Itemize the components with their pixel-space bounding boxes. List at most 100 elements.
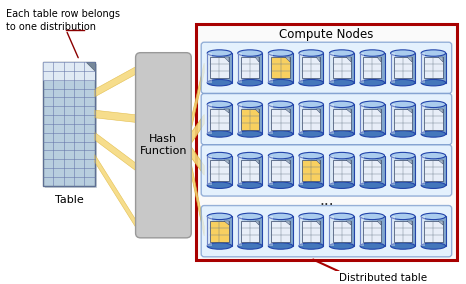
FancyBboxPatch shape [226,216,229,246]
FancyBboxPatch shape [391,216,395,246]
FancyBboxPatch shape [400,53,403,83]
FancyBboxPatch shape [431,156,433,185]
FancyBboxPatch shape [345,216,348,246]
Ellipse shape [238,50,262,56]
FancyBboxPatch shape [424,160,443,181]
FancyBboxPatch shape [329,156,334,185]
FancyBboxPatch shape [439,53,443,83]
FancyBboxPatch shape [210,216,213,246]
FancyBboxPatch shape [409,216,412,246]
FancyBboxPatch shape [290,216,293,246]
FancyBboxPatch shape [308,216,311,246]
FancyBboxPatch shape [207,216,212,246]
FancyBboxPatch shape [241,53,244,83]
FancyBboxPatch shape [363,53,366,83]
FancyBboxPatch shape [382,216,384,246]
Ellipse shape [329,213,354,220]
Polygon shape [254,57,259,62]
FancyBboxPatch shape [45,64,97,187]
FancyBboxPatch shape [342,53,345,83]
FancyBboxPatch shape [314,53,317,83]
Ellipse shape [299,101,323,108]
Ellipse shape [329,153,354,159]
Polygon shape [95,155,141,235]
Ellipse shape [391,50,415,56]
FancyBboxPatch shape [360,104,363,134]
Ellipse shape [360,243,384,249]
FancyBboxPatch shape [412,156,415,185]
FancyBboxPatch shape [363,104,366,134]
FancyBboxPatch shape [311,53,314,83]
FancyBboxPatch shape [421,53,424,83]
FancyBboxPatch shape [201,93,452,145]
FancyBboxPatch shape [302,221,320,242]
FancyBboxPatch shape [219,216,222,246]
FancyBboxPatch shape [439,156,443,185]
FancyBboxPatch shape [229,156,232,185]
FancyBboxPatch shape [382,53,384,83]
FancyBboxPatch shape [219,104,222,134]
FancyBboxPatch shape [299,156,303,185]
Polygon shape [346,221,351,225]
FancyBboxPatch shape [342,104,345,134]
FancyBboxPatch shape [213,156,216,185]
FancyBboxPatch shape [274,104,278,134]
FancyBboxPatch shape [437,53,439,83]
Polygon shape [224,160,229,164]
FancyBboxPatch shape [305,156,308,185]
FancyBboxPatch shape [253,216,256,246]
Ellipse shape [421,80,445,86]
Ellipse shape [329,131,354,137]
FancyBboxPatch shape [268,156,271,185]
FancyBboxPatch shape [136,53,191,238]
FancyBboxPatch shape [333,104,336,134]
Ellipse shape [360,50,384,56]
FancyBboxPatch shape [427,156,431,185]
FancyBboxPatch shape [348,216,351,246]
FancyBboxPatch shape [333,160,351,181]
FancyBboxPatch shape [431,216,433,246]
Polygon shape [407,160,412,164]
FancyBboxPatch shape [253,104,256,134]
Polygon shape [377,160,382,164]
Polygon shape [407,109,412,113]
Text: Compute Nodes: Compute Nodes [279,28,374,41]
Polygon shape [224,109,229,113]
FancyBboxPatch shape [366,216,369,246]
FancyBboxPatch shape [336,156,339,185]
FancyBboxPatch shape [397,53,400,83]
FancyBboxPatch shape [403,104,406,134]
FancyBboxPatch shape [375,216,378,246]
Polygon shape [186,114,204,151]
FancyBboxPatch shape [375,53,378,83]
FancyBboxPatch shape [247,53,250,83]
FancyBboxPatch shape [406,104,409,134]
FancyBboxPatch shape [287,156,290,185]
Polygon shape [407,57,412,62]
FancyBboxPatch shape [372,156,375,185]
FancyBboxPatch shape [400,216,403,246]
FancyBboxPatch shape [378,53,382,83]
FancyBboxPatch shape [216,216,219,246]
FancyBboxPatch shape [213,104,216,134]
FancyBboxPatch shape [222,216,226,246]
FancyBboxPatch shape [363,156,366,185]
FancyBboxPatch shape [201,206,452,257]
FancyBboxPatch shape [424,104,427,134]
Polygon shape [377,57,382,62]
FancyBboxPatch shape [351,156,354,185]
FancyBboxPatch shape [274,53,278,83]
FancyBboxPatch shape [238,156,242,185]
FancyBboxPatch shape [394,109,412,130]
Ellipse shape [421,131,445,137]
FancyBboxPatch shape [382,156,384,185]
FancyBboxPatch shape [394,156,397,185]
FancyBboxPatch shape [391,104,394,134]
Ellipse shape [360,153,384,159]
FancyBboxPatch shape [278,216,281,246]
FancyBboxPatch shape [299,104,303,134]
FancyBboxPatch shape [238,216,241,246]
FancyBboxPatch shape [366,53,369,83]
Ellipse shape [268,50,293,56]
Polygon shape [285,221,290,225]
